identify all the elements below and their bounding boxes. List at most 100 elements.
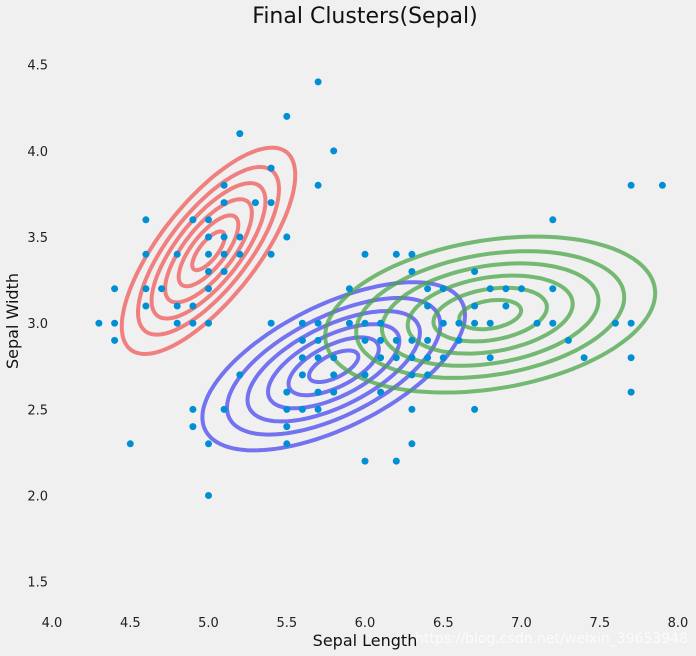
data-point	[408, 405, 416, 413]
data-point	[627, 388, 635, 396]
data-point	[330, 371, 338, 379]
data-point	[455, 336, 463, 344]
data-point	[126, 440, 134, 448]
data-point	[424, 354, 432, 362]
data-point	[439, 354, 447, 362]
data-point	[330, 354, 338, 362]
data-point	[267, 199, 275, 207]
x-tick-label: 4.5	[120, 616, 141, 631]
watermark: https://blog.csdn.net/weixin_39653948	[415, 631, 688, 647]
data-point	[314, 354, 322, 362]
cluster-contours	[119, 145, 658, 453]
y-tick-label: 2.5	[27, 403, 48, 418]
x-tick-label: 6.0	[355, 616, 376, 631]
data-point	[471, 319, 479, 327]
data-point	[298, 405, 306, 413]
data-point	[439, 319, 447, 327]
data-point	[408, 268, 416, 275]
data-point	[205, 492, 212, 499]
data-point	[205, 233, 212, 241]
data-point	[189, 319, 197, 327]
data-point	[330, 388, 338, 396]
data-point	[392, 250, 400, 258]
cluster-3-contour-6	[323, 234, 658, 395]
data-point	[142, 285, 150, 293]
data-point	[408, 336, 416, 344]
cluster-3-contour-5	[354, 249, 627, 380]
data-point	[283, 440, 291, 448]
data-point	[345, 285, 353, 293]
x-axis-label: Sepal Length	[313, 631, 418, 650]
cluster-1-contour-5	[135, 165, 282, 337]
data-point	[471, 268, 479, 275]
cluster-1-contour-3	[163, 197, 254, 305]
data-point	[502, 302, 510, 310]
y-tick-label: 4.5	[27, 59, 48, 74]
data-point	[549, 319, 557, 327]
data-point	[220, 233, 228, 241]
data-point	[142, 302, 150, 310]
data-point	[251, 199, 259, 207]
data-point	[111, 336, 119, 344]
cluster-2-contour-2	[286, 335, 381, 398]
data-points	[95, 78, 666, 499]
data-point	[580, 354, 588, 362]
data-point	[205, 285, 212, 293]
x-tick-label: 5.5	[276, 616, 297, 631]
data-point	[361, 250, 369, 258]
y-tick-label: 2.0	[27, 490, 48, 505]
y-axis-label: Sepal Width	[3, 273, 22, 369]
data-point	[158, 285, 166, 293]
data-point	[486, 285, 494, 293]
data-point	[314, 181, 322, 189]
data-point	[471, 302, 479, 310]
data-point	[486, 354, 494, 362]
data-point	[220, 181, 228, 189]
data-point	[189, 216, 197, 224]
cluster-3-contour-2	[431, 285, 549, 344]
data-point	[220, 250, 228, 258]
data-point	[361, 319, 369, 327]
data-point	[267, 250, 275, 258]
data-point	[298, 354, 306, 362]
data-point	[361, 457, 369, 465]
data-point	[236, 371, 244, 379]
data-point	[377, 354, 385, 362]
data-point	[95, 319, 103, 327]
data-point	[502, 285, 510, 293]
data-point	[408, 354, 416, 362]
x-tick-label: 6.5	[433, 616, 454, 631]
data-point	[658, 181, 666, 189]
data-point	[408, 250, 416, 258]
cluster-3-contour-4	[379, 261, 601, 368]
x-tick-label: 5.0	[198, 616, 219, 631]
data-point	[111, 319, 119, 327]
data-point	[205, 440, 212, 448]
data-point	[314, 78, 322, 86]
data-point	[392, 336, 400, 344]
y-tick-label: 4.0	[27, 145, 48, 160]
y-tick-label: 3.5	[27, 231, 48, 246]
data-point	[627, 354, 635, 362]
data-point	[627, 319, 635, 327]
data-point	[424, 302, 432, 310]
data-point	[408, 371, 416, 379]
data-point	[549, 216, 557, 224]
data-point	[392, 354, 400, 362]
data-point	[439, 285, 447, 293]
data-point	[189, 405, 197, 413]
data-point	[486, 319, 494, 327]
data-point	[377, 336, 385, 344]
data-point	[173, 250, 181, 258]
data-point	[455, 319, 463, 327]
y-tick-label: 1.5	[27, 576, 48, 591]
cluster-3-contour-3	[405, 273, 575, 356]
data-point	[220, 268, 228, 275]
data-point	[267, 164, 275, 172]
data-point	[611, 319, 619, 327]
x-tick-label: 7.0	[511, 616, 532, 631]
data-point	[205, 268, 212, 275]
data-point	[533, 319, 541, 327]
data-point	[298, 319, 306, 327]
